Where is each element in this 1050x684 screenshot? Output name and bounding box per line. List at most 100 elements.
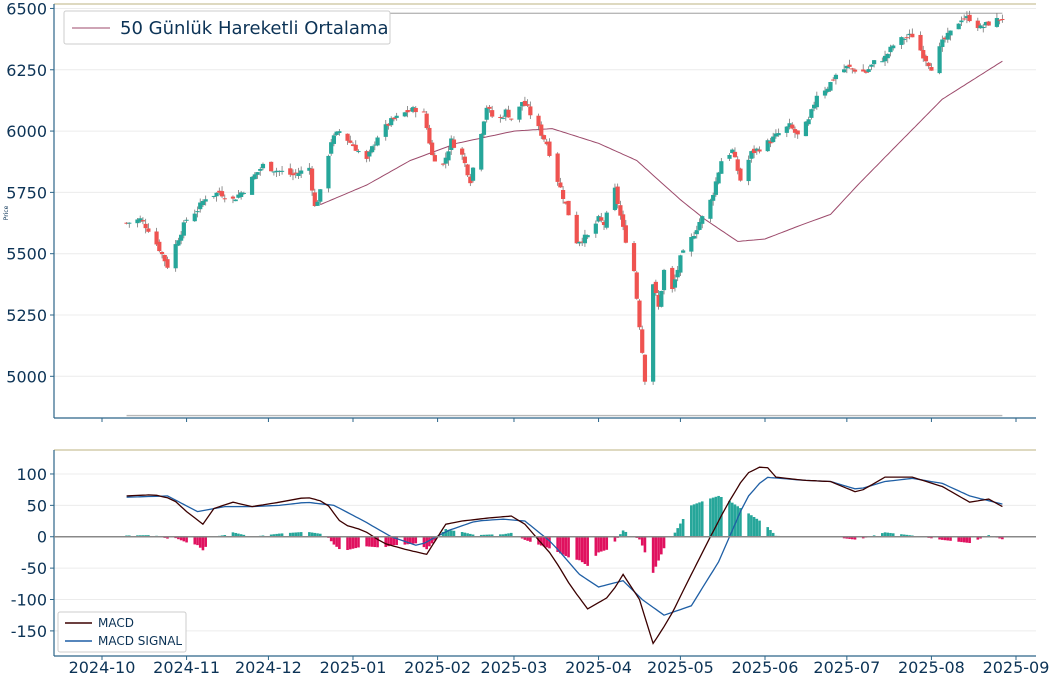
macd-hist-bar [389,536,393,546]
macd-hist-bar [695,503,699,537]
macd-hist-bar [147,535,150,537]
candle-body [468,176,473,184]
candle-body [427,127,432,144]
candle-body [269,161,274,172]
candle-body [176,240,181,246]
candle-body [604,212,609,228]
candle-body [165,259,170,268]
macd-hist-bar [136,535,139,537]
macd-hist-bar [662,536,666,549]
candle-body [593,223,598,234]
candle-body [271,171,276,173]
macd-hist-bar [758,520,761,537]
macd-hist-bar [548,536,551,549]
candle-body [803,121,809,137]
candle-body [623,225,628,243]
macd-hist-bar [242,534,246,537]
candle-body [945,32,950,40]
candle-body [940,39,945,47]
candle-body [653,281,658,294]
macd-hist-bar [523,536,527,540]
macd-hist-bar [559,536,562,554]
candle-body [299,170,304,174]
macd-hist-bar [943,536,947,541]
macd-hist-bar [466,533,469,537]
macd-hist-bar [957,536,961,542]
candle-body [964,16,969,18]
macd-hist-bar [482,534,486,537]
macd-hist-bar [198,536,202,548]
macd-hist-bar [310,532,314,537]
price-legend: 50 Günlük Hareketli Ortalama [63,10,391,45]
macd-hist-bar [239,534,243,537]
macd-hist-bar [335,536,338,547]
macd-hist-bar [736,506,740,537]
candle-body [255,172,260,175]
macd-hist-bar [395,536,398,546]
macd-hist-bar [144,535,147,537]
candle-body [880,61,885,63]
macd-hist-bar [946,536,950,541]
macd-hist-bar [881,533,884,537]
candle-body [334,131,339,135]
candle-body [656,294,661,307]
candle-body [440,163,446,165]
macd-hist-bar [403,536,407,545]
candle-body [918,34,923,51]
macd-hist-bar [384,536,388,547]
macd-hist-bar [392,536,396,546]
candle-body [888,46,893,53]
macd-hist-bar [586,536,589,566]
macd-hist-bar [949,536,952,541]
candle-body [814,95,819,108]
candle-body [596,216,601,222]
macd-hist-bar [941,536,944,540]
candle-body [735,159,740,171]
candle-body [217,190,222,193]
candle-body [522,100,527,106]
candle-body [942,37,948,40]
candle-body [850,68,855,70]
candle-body [672,279,678,288]
candle-body [222,198,227,200]
price-y-tick-label: 6250 [6,61,47,80]
candle-body [659,290,664,307]
candle-body [252,174,257,180]
candle-body [337,131,342,133]
candle-body [421,111,427,113]
macd-hist-bar [700,501,704,537]
macd-hist-bar [447,529,450,537]
candle-body [184,219,189,221]
macd-lines [126,466,1003,645]
candle-body [413,107,418,113]
candle-body [852,69,858,72]
candle-body [754,148,759,151]
candle-body [926,62,931,67]
macd-hist-bar [177,536,180,540]
candle-body [277,170,282,172]
candle-body [517,106,522,120]
macd-hist-bar [444,529,448,537]
candle-body [585,235,590,238]
candle-body [233,199,238,202]
macd-legend-box [57,611,187,653]
candle-body [577,241,582,244]
price-grid [54,7,1036,377]
candle-body [983,22,989,26]
macd-y-tick-label: 50 [27,496,47,515]
macd-hist-bar [488,534,491,537]
macd-hist-bar [428,536,431,547]
macd-hist-bar [179,536,183,541]
macd-hist-bar [676,528,679,537]
macd-hist-bar [223,535,227,537]
macd-hist-bar [883,532,887,537]
candle-body [792,129,798,133]
candle-body [394,115,399,118]
macd-hist-bar [690,505,693,537]
candle-body [465,164,470,176]
candle-body [219,191,225,197]
macd-signal-line [126,476,1003,616]
price-y-tick-label: 5500 [6,245,47,264]
candle-body [904,37,909,39]
